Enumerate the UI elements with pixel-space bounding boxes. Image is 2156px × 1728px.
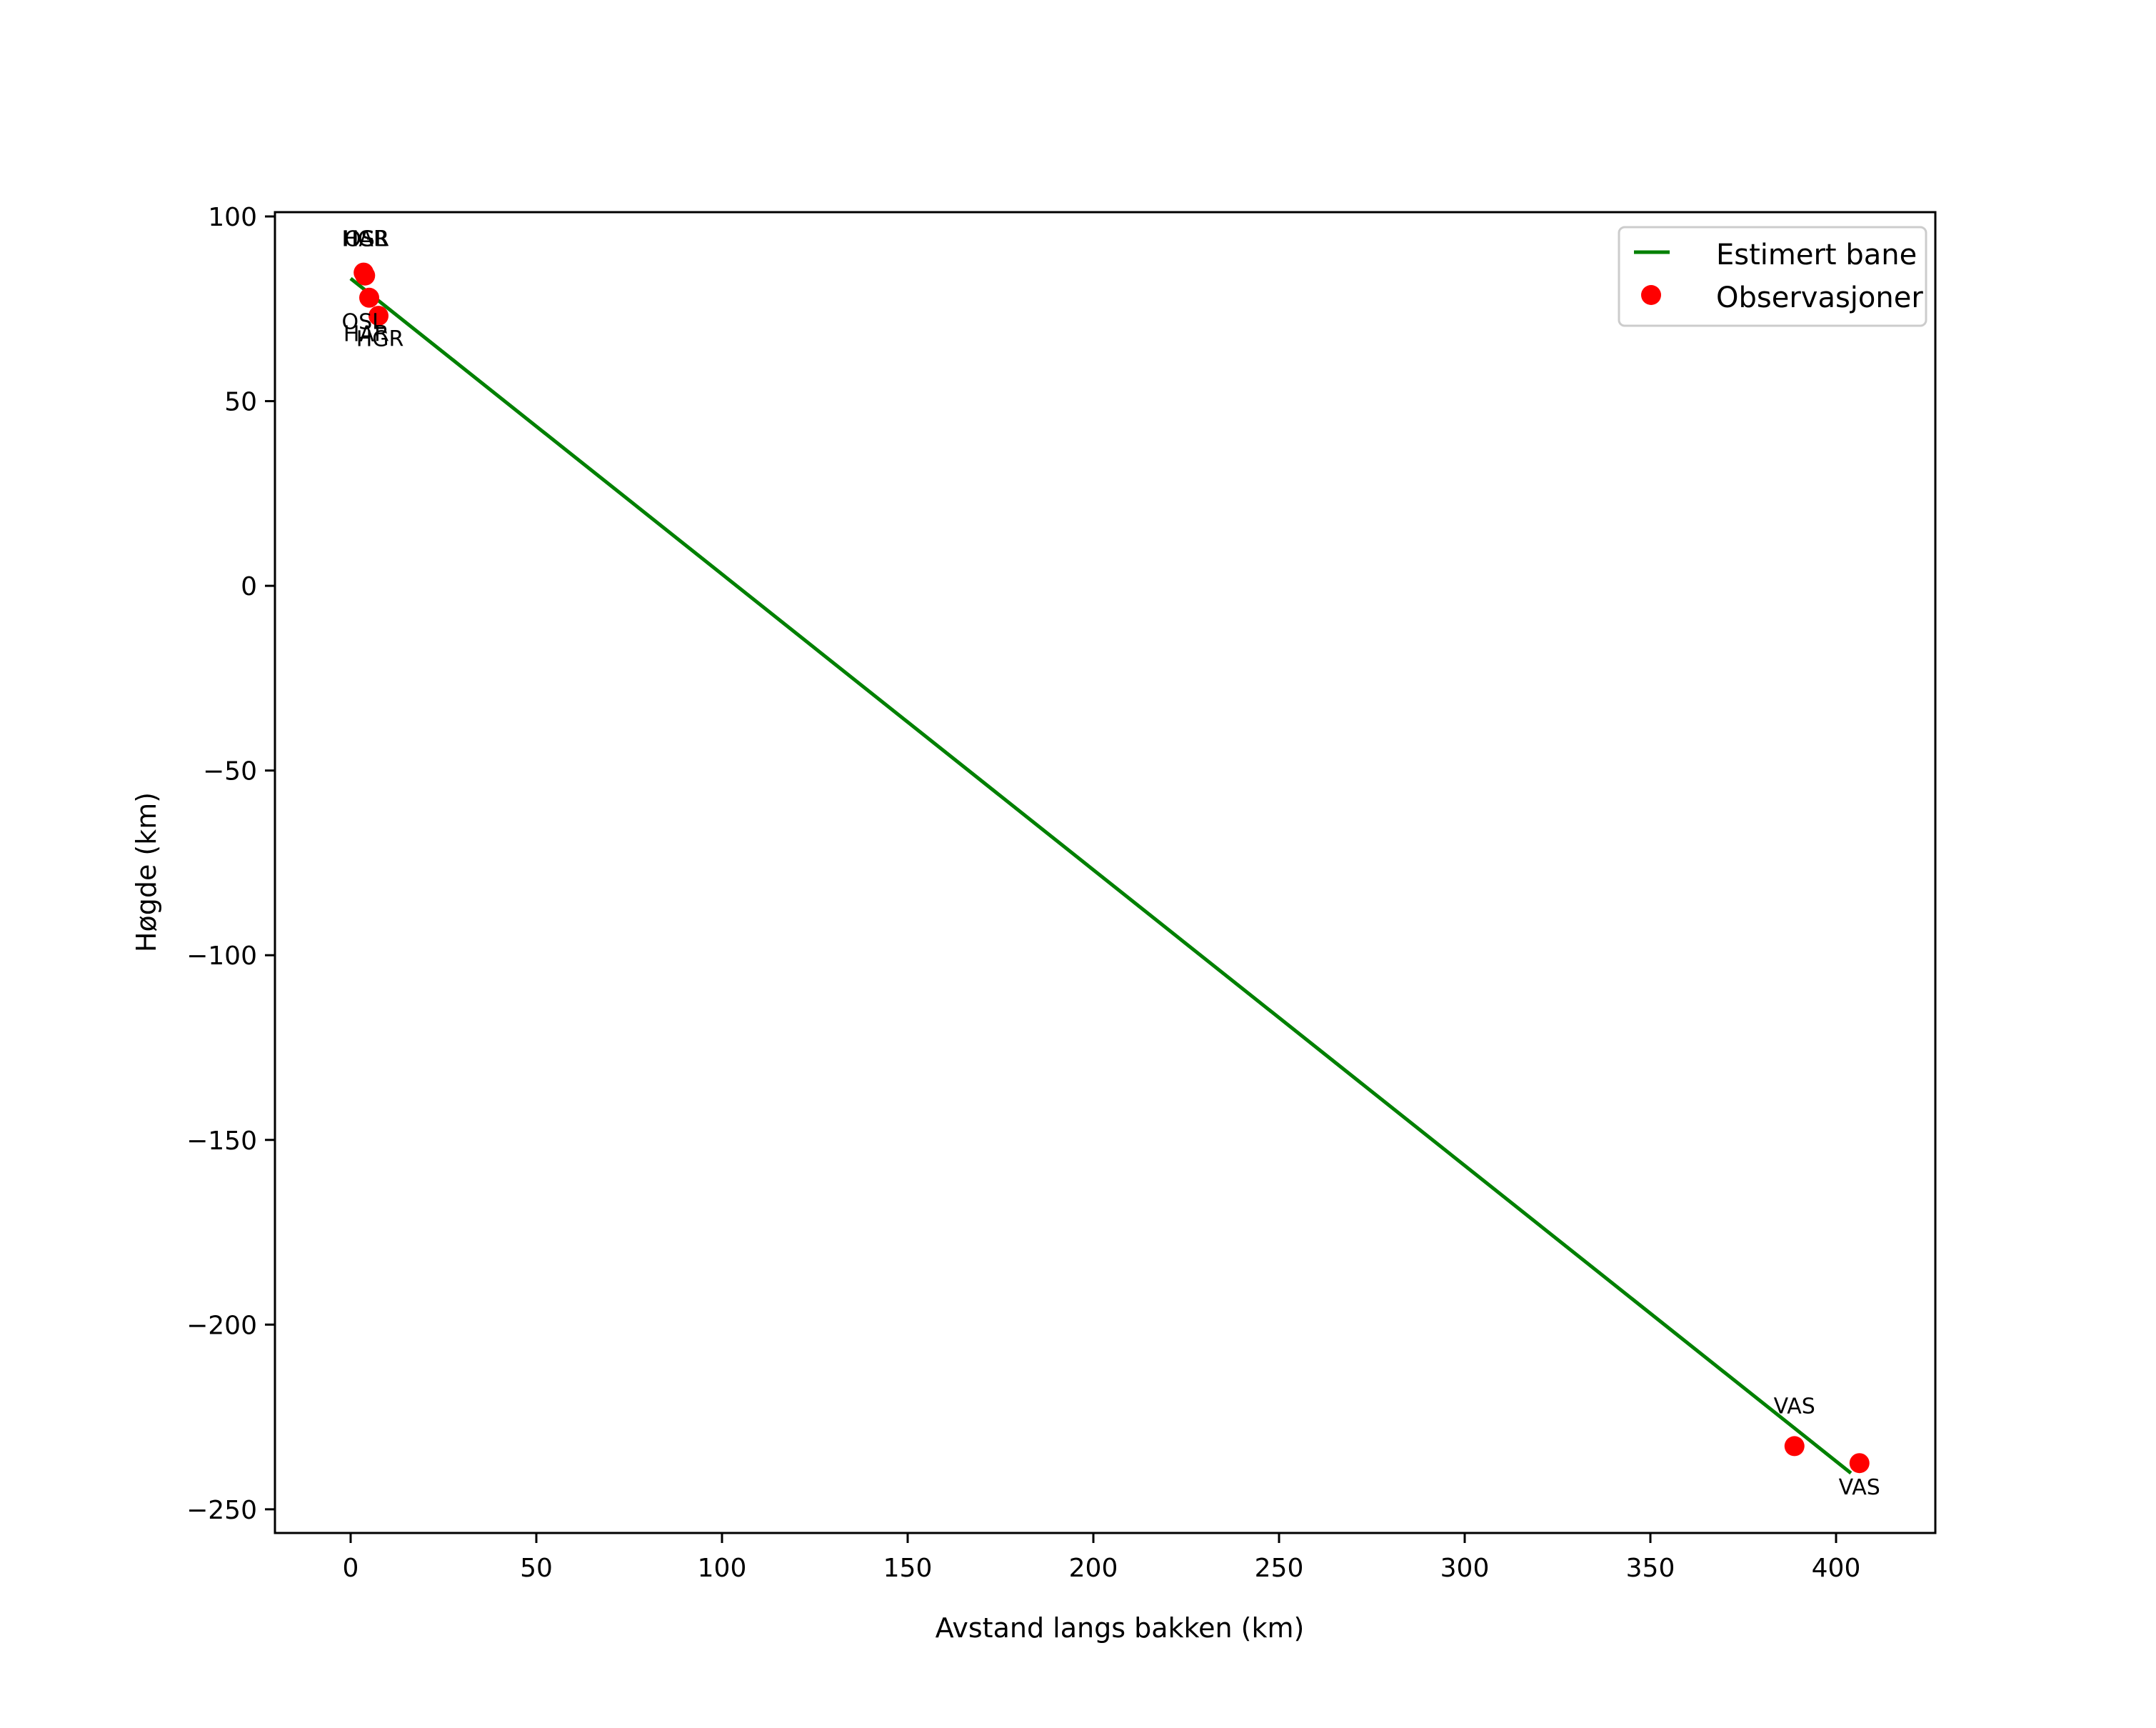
y-tick-label: −250 [186,1496,257,1525]
observation-point [1849,1453,1870,1474]
legend-dot-icon [1641,285,1661,305]
x-tick-label: 300 [1440,1554,1490,1583]
y-tick-label: −150 [186,1127,257,1156]
estimated-path-line [349,276,1852,1475]
y-axis-label: Høgde (km) [131,792,162,952]
y-tick-label: −200 [186,1311,257,1340]
legend-label-estimated-path: Estimert bane [1716,239,1917,271]
station-label: OSL [341,310,384,335]
observation-point [368,306,388,326]
y-tick-label: 0 [241,572,257,601]
y-axis-ticks: 100 50 0 −50 −100 −150 −200 −250 [186,203,275,1525]
x-axis-label: Avstand langs bakken (km) [936,1612,1305,1644]
x-tick-label: 200 [1069,1554,1118,1583]
station-label: HGR [356,327,404,352]
legend-label-observations: Observasjoner [1716,281,1923,314]
legend-box [1618,226,1927,327]
axes-frame [274,211,1937,1534]
legend: Estimert bane Observasjoner [1618,226,1927,327]
x-tick-label: 0 [343,1554,359,1583]
station-label: VAS [1774,1394,1815,1419]
x-tick-label: 150 [883,1554,933,1583]
observation-point [355,265,376,286]
x-tick-label: 350 [1626,1554,1675,1583]
y-tick-label: 100 [208,203,257,232]
x-tick-label: 50 [520,1554,553,1583]
observation-point [359,287,379,308]
station-label: HAR [344,321,389,346]
station-label: VAS [1839,1475,1880,1500]
station-label: HAR [343,226,388,251]
x-tick-label: 400 [1812,1554,1861,1583]
x-axis-ticks: 0 50 100 150 200 250 300 350 400 [343,1533,1861,1583]
x-tick-label: 250 [1255,1554,1304,1583]
y-tick-label: 50 [224,388,257,417]
observation-point [1784,1436,1805,1457]
station-label: OSL [344,226,387,251]
x-tick-label: 100 [698,1554,747,1583]
y-tick-label: −100 [186,942,257,971]
station-label: HGR [341,226,389,251]
y-tick-label: −50 [203,757,257,786]
